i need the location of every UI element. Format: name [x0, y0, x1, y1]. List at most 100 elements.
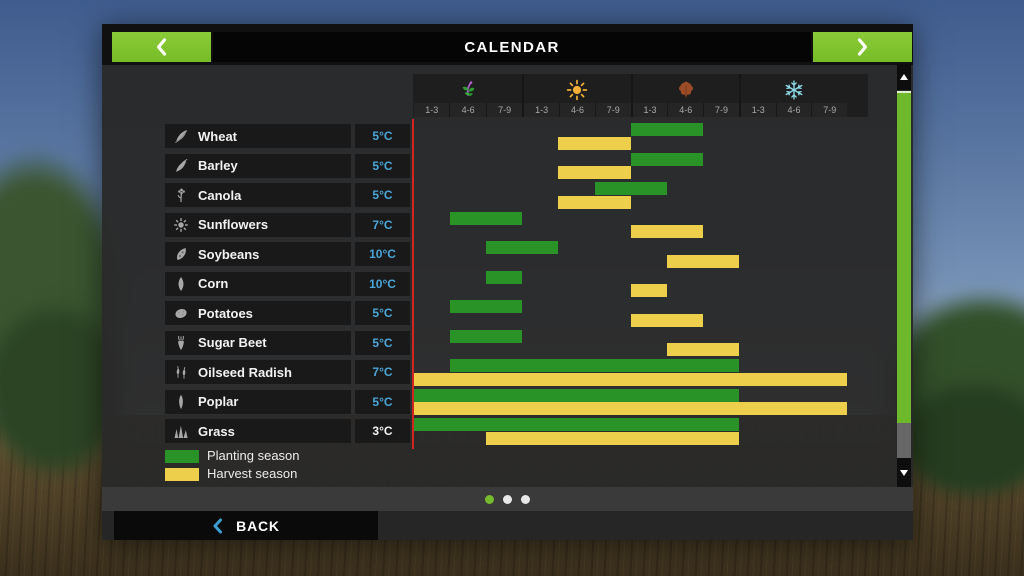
scrollbar-track[interactable]: [897, 423, 911, 458]
spring-icon: [414, 77, 522, 103]
prev-page-button[interactable]: [112, 32, 211, 62]
barley-icon: [173, 158, 189, 174]
scroll-down-button[interactable]: [897, 458, 911, 487]
bottom-bar: BACK: [102, 511, 913, 540]
crop-name: Oilseed Radish: [198, 364, 292, 380]
harvest-bar-poplar: [414, 402, 848, 415]
planting-bar-sunflowers: [450, 211, 523, 225]
season-header: 1-3 4-6 7-9 1-3 4-6 7-9 1-3 4-6 7-9 1-3 4-6 7-9: [413, 74, 868, 117]
sugar-beet-icon: [173, 335, 189, 351]
planting-bar-grass: [414, 418, 739, 431]
crop-name: Barley: [198, 158, 238, 173]
period-label: 1-3: [751, 105, 765, 115]
germination-temp-corn: 10°C: [355, 271, 410, 296]
period-label: 4-6: [559, 103, 595, 117]
period-labels-summer: 1-3 4-6 7-9: [524, 103, 630, 117]
tree-right-2: [894, 380, 1024, 500]
arrow-down-icon: [900, 469, 908, 476]
season-group-summer: 1-3 4-6 7-9: [522, 74, 630, 117]
sunflower-icon: [173, 217, 189, 233]
season-group-autumn: 1-3 4-6 7-9: [630, 74, 739, 117]
autumn-icon: [633, 77, 739, 103]
germination-temp-oilseed-radish: 7°C: [355, 360, 410, 384]
crop-row-sugar-beet: Sugar Beet: [165, 330, 351, 355]
germination-temp-soybeans: 10°C: [355, 242, 410, 266]
crop-name: Canola: [198, 187, 242, 203]
period-label: 4-6: [667, 103, 703, 117]
crop-name: Sunflowers: [198, 217, 269, 232]
chevron-left-icon: [213, 518, 223, 533]
scrollbar: [897, 64, 911, 487]
period-label: 7-9: [485, 103, 522, 117]
crop-name: Wheat: [198, 128, 237, 144]
planting-bar-poplar: [414, 388, 739, 402]
germination-temp-potatoes: 5°C: [355, 301, 410, 325]
period-labels-spring: 1-3 4-6 7-9: [414, 103, 522, 117]
corn-icon: [173, 276, 189, 292]
page-dot-2[interactable]: [503, 494, 512, 504]
harvest-bar-barley: [558, 166, 631, 179]
season-group-spring: 1-3 4-6 7-9: [414, 74, 522, 117]
crop-name: Potatoes: [198, 305, 253, 321]
crop-row-barley: Barley: [165, 153, 351, 178]
chevron-right-icon: [857, 38, 868, 56]
crop-row-canola: Canola: [165, 183, 351, 207]
winter-icon: [741, 77, 847, 103]
germination-temp-grass: 3°C: [355, 419, 410, 443]
harvest-bar-wheat: [558, 136, 631, 150]
pagination: [102, 487, 913, 511]
crop-name: Soybeans: [198, 246, 260, 262]
period-label: 1-3: [425, 105, 439, 115]
crop-row-corn: Corn: [165, 271, 351, 296]
arrow-up-icon: [900, 74, 908, 80]
harvest-bar-oilseed-radish: [414, 372, 848, 386]
harvest-bar-sunflowers: [630, 225, 703, 238]
scrollbar-thumb[interactable]: [897, 91, 911, 423]
harvest-bar-grass: [486, 431, 739, 445]
crop-name: Corn: [198, 276, 229, 291]
current-day-marker: [412, 119, 414, 449]
title-bar: CALENDAR: [213, 32, 811, 62]
planting-bar-sugar-beet: [450, 329, 523, 343]
planting-bar-oilseed-radish: [450, 359, 739, 372]
page-dot-3[interactable]: [521, 494, 530, 504]
page-dot-1[interactable]: [485, 494, 494, 504]
crop-row-potatoes: Potatoes: [165, 301, 351, 325]
germination-temp-wheat: 5°C: [355, 124, 410, 148]
soybean-icon: [173, 246, 189, 262]
period-label: 4-6: [449, 103, 485, 117]
period-label: 1-3: [535, 105, 549, 115]
crop-name: Grass: [198, 423, 235, 439]
poplar-icon: [173, 394, 189, 410]
crop-name: Sugar Beet: [198, 335, 267, 350]
planting-bar-soybeans: [486, 241, 559, 254]
canola-icon: [173, 187, 189, 203]
harvest-bar-canola: [558, 195, 631, 209]
crop-row-wheat: Wheat: [165, 124, 351, 148]
potato-icon: [173, 305, 189, 321]
planting-bar-corn: [486, 270, 523, 284]
grass-icon: [173, 423, 189, 439]
oilseed-radish-icon: [173, 364, 189, 380]
germination-temp-barley: 5°C: [355, 153, 410, 178]
crop-row-oilseed-radish: Oilseed Radish: [165, 360, 351, 384]
period-label: 7-9: [594, 103, 631, 117]
crop-row-soybeans: Soybeans: [165, 242, 351, 266]
harvest-bar-sugar-beet: [666, 343, 739, 356]
planting-bar-wheat: [630, 123, 703, 136]
planting-bar-canola: [594, 182, 667, 195]
planting-bar-potatoes: [450, 300, 523, 313]
crop-row-poplar: Poplar: [165, 389, 351, 414]
harvest-bar-potatoes: [630, 313, 703, 327]
scroll-up-button[interactable]: [897, 64, 911, 90]
wheat-icon: [173, 128, 189, 144]
period-labels-autumn: 1-3 4-6 7-9: [633, 103, 739, 117]
back-button[interactable]: BACK: [114, 511, 378, 540]
period-label: 7-9: [811, 103, 847, 117]
period-label: 1-3: [643, 105, 657, 115]
legend-swatch-harvest-season: [165, 467, 199, 481]
back-button-label: BACK: [236, 517, 280, 534]
next-page-button[interactable]: [813, 32, 912, 62]
germination-temp-sunflowers: 7°C: [355, 212, 410, 237]
